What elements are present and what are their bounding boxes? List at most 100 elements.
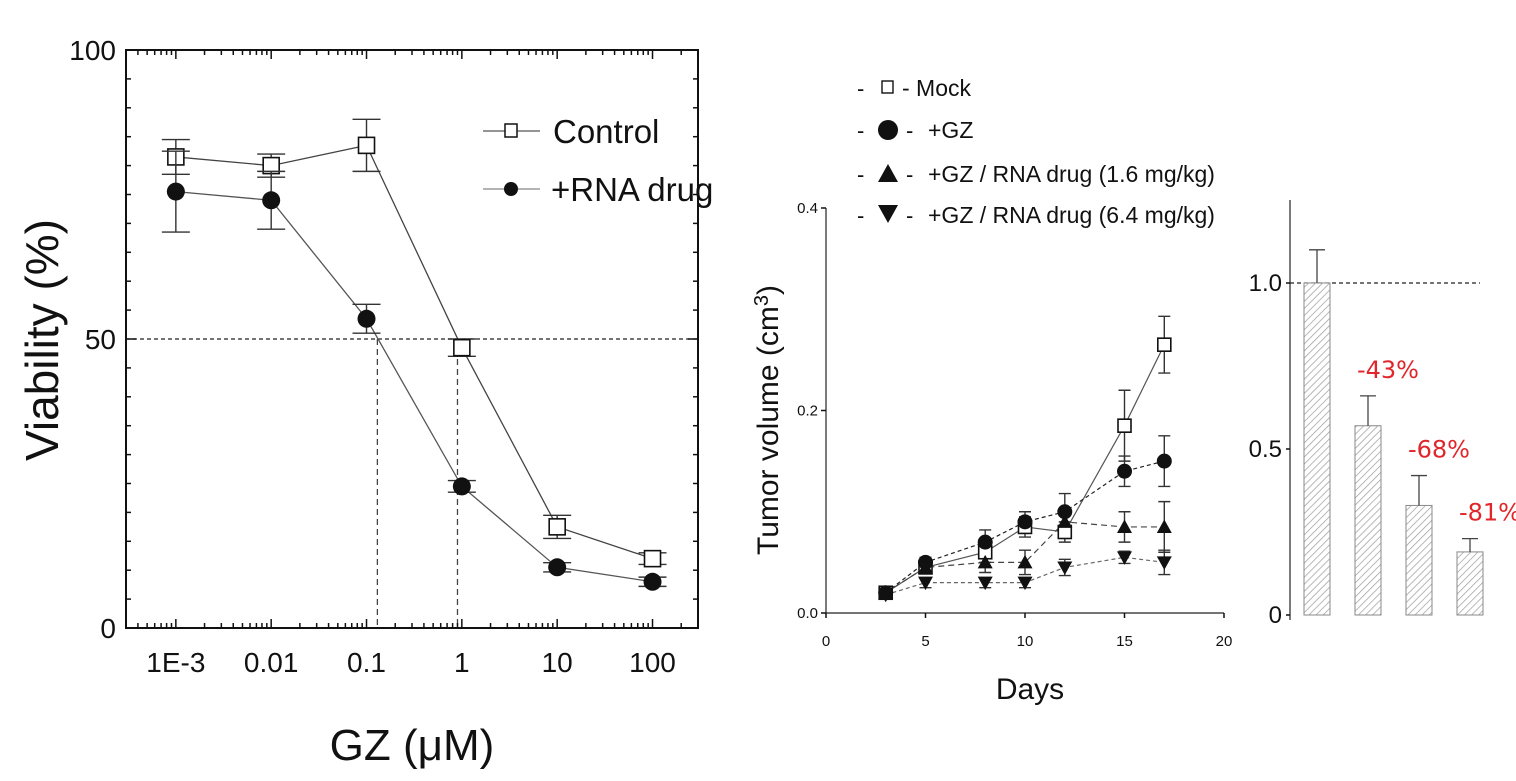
x-tick-label: 10	[542, 647, 573, 678]
rna-drug-point	[166, 182, 185, 201]
tumor-x-axis-label: Days	[996, 673, 1064, 706]
control-point	[357, 136, 376, 155]
tumor-x-tick-labels: 0 5 10 15 20	[822, 613, 1233, 650]
viability-x-minor-ticks	[125, 50, 699, 628]
reduction-annotation: -43%	[1357, 356, 1419, 384]
y-tick-label: 0.4	[797, 200, 818, 217]
rna-drug-point	[357, 309, 376, 328]
rna-drug-line	[175, 190, 653, 583]
control-line	[175, 144, 653, 560]
error-bar	[1462, 537, 1478, 552]
relative-bar-panel: 0 0.5 1.0 -43% -68% -81%	[1249, 200, 1516, 629]
x-tick-label: 0	[822, 633, 830, 650]
tumor-legend: - - Mock - - +GZ - - +GZ / RNA drug (1.6…	[857, 75, 1215, 228]
relative-bar	[1405, 504, 1433, 616]
tumor-point	[1057, 504, 1073, 520]
y-tick-label: 0	[100, 613, 116, 644]
x-tick-label: 0.1	[347, 647, 386, 678]
reduction-annotation: -68%	[1408, 436, 1470, 464]
legend-label-control: Control	[553, 113, 659, 150]
bar-y-tick-labels: 0 0.5 1.0	[1249, 270, 1290, 629]
legend-label-gz: +GZ	[928, 117, 973, 143]
legend-label-mock: - Mock	[902, 75, 972, 101]
viability-legend: Control +RNA drug	[483, 113, 713, 208]
tumor-point	[1017, 514, 1033, 530]
legend-dash: -	[857, 118, 864, 143]
bar-series: -43% -68% -81%	[1303, 249, 1516, 616]
y-tick-label: 0.5	[1249, 436, 1282, 463]
control-point	[548, 518, 566, 536]
y-tick-label: 0	[1269, 602, 1282, 629]
x-tick-label: 5	[921, 633, 929, 650]
tumor-point	[1117, 463, 1132, 479]
tumor-point	[977, 534, 993, 550]
error-bar	[1309, 249, 1325, 283]
tumor-y-axis-label: Tumor volume (cm3)	[751, 285, 785, 555]
legend-dash: -	[906, 203, 913, 228]
tumor-point	[1157, 337, 1172, 352]
control-point	[453, 338, 471, 357]
y-tick-label: 100	[69, 35, 116, 66]
viability-x-tick-labels: 1E-3 0.01 0.1 1 10 100	[146, 647, 676, 678]
legend-triangle-down-icon	[878, 205, 898, 223]
x-tick-label: 1	[454, 647, 470, 678]
x-tick-label: 10	[1017, 633, 1034, 650]
tumor-point	[977, 576, 993, 591]
x-tick-label: 1E-3	[146, 647, 205, 678]
legend-dash: -	[906, 162, 913, 187]
rna-drug-point	[643, 572, 662, 591]
viability-y-axis-label: Viability (%)	[16, 219, 68, 461]
legend-dash: -	[857, 162, 864, 187]
error-bar	[1411, 474, 1427, 506]
viability-x-axis-label: GZ (μM)	[330, 721, 495, 770]
viability-ic50-drop-lines	[376, 339, 459, 628]
y-tick-label: 0.2	[797, 403, 818, 420]
tumor-point	[1057, 561, 1073, 575]
reduction-annotation: -81%	[1459, 499, 1516, 527]
tumor-volume-panel: 0 5 10 15 20 0.0 0.2 0.4 - - Mock - - +GZ - - …	[751, 75, 1232, 706]
x-tick-label: 0.01	[244, 647, 299, 678]
relative-bar	[1354, 425, 1382, 616]
tumor-point	[1017, 554, 1033, 569]
tumor-point	[918, 559, 933, 574]
x-tick-label: 20	[1216, 633, 1233, 650]
relative-bar	[1303, 282, 1331, 616]
y-tick-label: 0.0	[797, 605, 818, 622]
tumor-point	[1017, 576, 1033, 591]
tumor-point	[1117, 418, 1132, 433]
legend-dash: -	[857, 203, 864, 228]
y-tick-label: 50	[85, 324, 116, 355]
tumor-y-tick-labels: 0.0 0.2 0.4	[797, 200, 826, 622]
rna-drug-point	[548, 558, 567, 577]
tumor-point	[1057, 514, 1073, 528]
tumor-point	[1117, 551, 1132, 565]
legend-open-square-icon	[881, 80, 894, 94]
error-bar	[1360, 395, 1376, 426]
x-tick-label: 15	[1116, 633, 1133, 650]
viability-y-tick-labels: 0 50 100	[69, 35, 116, 644]
legend-dash: -	[857, 76, 864, 101]
x-tick-label: 100	[629, 647, 676, 678]
legend-label-gz-rna-high: +GZ / RNA drug (6.4 mg/kg)	[928, 202, 1215, 228]
legend-filled-circle-icon	[504, 182, 518, 196]
tumor-point	[1156, 519, 1172, 533]
rna-drug-point	[452, 477, 471, 496]
control-point	[643, 549, 662, 568]
legend-filled-circle-icon	[878, 120, 898, 140]
legend-open-square-icon	[504, 123, 518, 138]
tumor-point	[918, 576, 933, 591]
relative-bar	[1456, 551, 1484, 616]
tumor-series	[878, 315, 1172, 603]
tumor-point	[977, 554, 993, 569]
tumor-point	[1117, 519, 1132, 533]
viability-y-minor-ticks	[126, 49, 698, 629]
tumor-point	[1156, 556, 1172, 570]
legend-label-gz-rna-low: +GZ / RNA drug (1.6 mg/kg)	[928, 161, 1215, 187]
tumor-point	[1156, 453, 1172, 469]
y-tick-label: 1.0	[1249, 270, 1282, 297]
legend-label-rna-drug: +RNA drug	[551, 171, 713, 208]
viability-panel: 1E-3 0.01 0.1 1 10 100 0 50 100 Control +RNA dr…	[16, 35, 713, 770]
tumor-point	[878, 588, 894, 603]
rna-drug-point	[262, 191, 281, 210]
